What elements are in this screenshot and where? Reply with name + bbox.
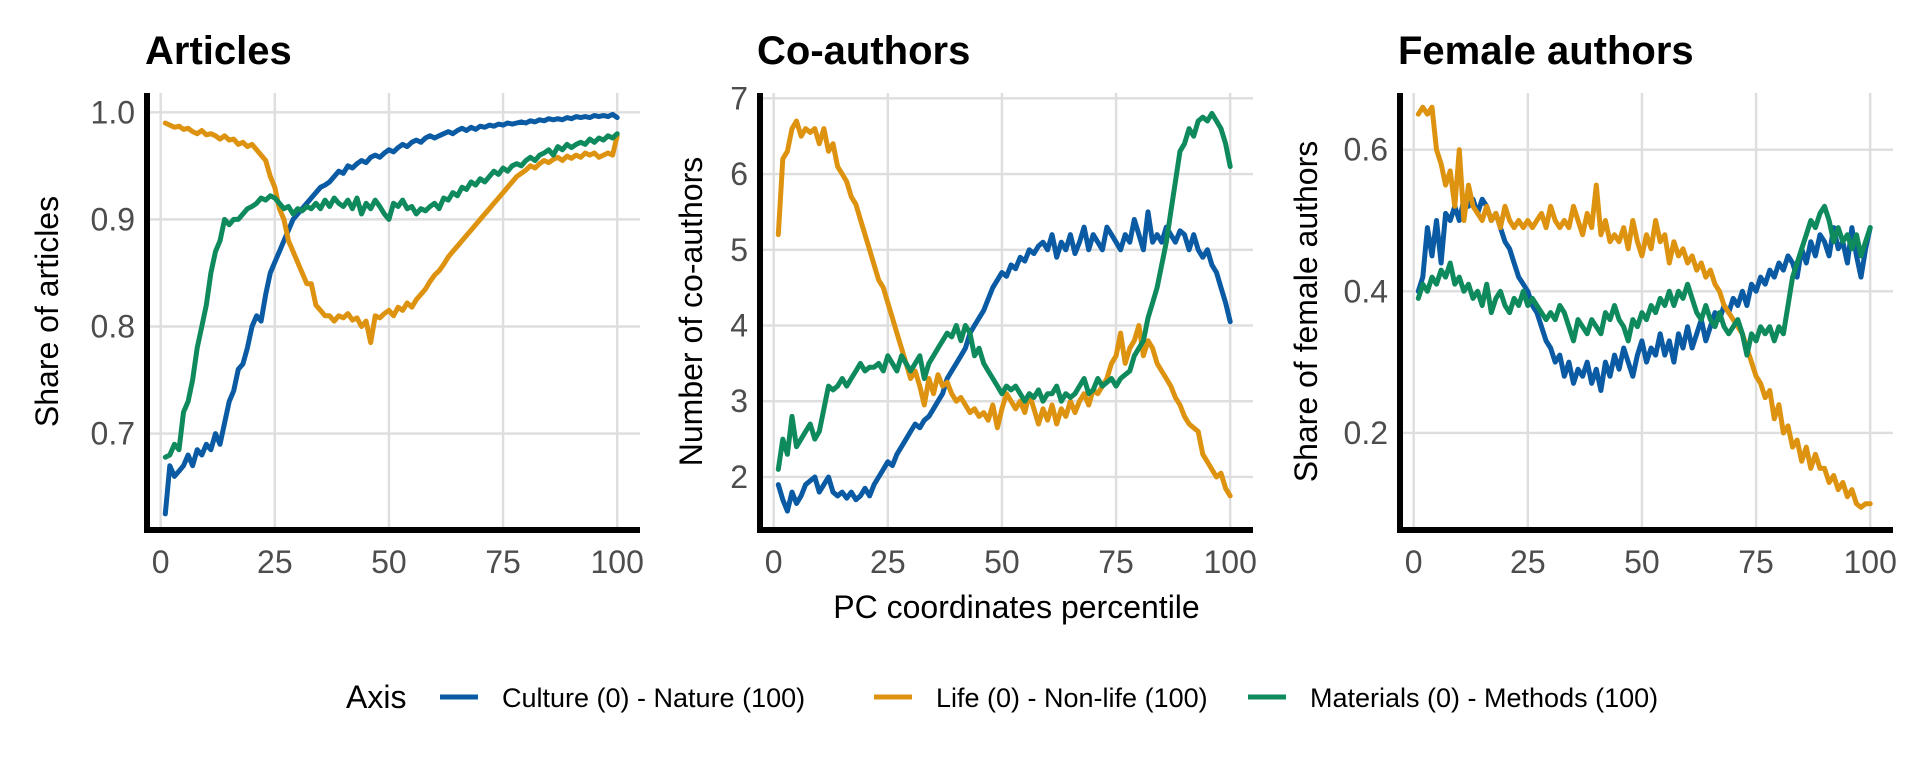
legend-label-0: Culture (0) - Nature (100) — [502, 683, 805, 713]
panel-title: Co-authors — [757, 29, 970, 73]
series-line-1 — [775, 118, 1233, 499]
x-tick-label: 25 — [257, 544, 293, 580]
y-tick-label: 0.2 — [1344, 415, 1388, 451]
y-axis-title: Number of co-authors — [673, 157, 709, 466]
y-tick-label: 1.0 — [91, 94, 135, 130]
x-tick-label: 100 — [1843, 544, 1896, 580]
series-line-2 — [775, 110, 1233, 472]
y-tick-label: 0.6 — [1344, 132, 1388, 168]
y-tick-label: 0.8 — [91, 308, 135, 344]
series-line-0 — [162, 111, 620, 517]
y-axis-title: Share of female authors — [1288, 141, 1324, 483]
y-tick-label: 6 — [730, 156, 748, 192]
x-tick-label: 100 — [590, 544, 643, 580]
y-tick-label: 0.4 — [1344, 273, 1388, 309]
legend-title: Axis — [346, 679, 406, 715]
legend-label-2: Materials (0) - Methods (100) — [1310, 683, 1658, 713]
y-tick-label: 4 — [730, 308, 748, 344]
panel-2: 0 25 50 75 100 0.2 0.4 0.6 Female authors Share o… — [1288, 29, 1897, 580]
series-line-2 — [162, 131, 620, 460]
x-tick-label: 0 — [765, 544, 783, 580]
y-tick-label: 0.7 — [91, 416, 135, 452]
legend-label-1: Life (0) - Non-life (100) — [936, 683, 1208, 713]
x-tick-label: 25 — [1510, 544, 1546, 580]
y-tick-label: 2 — [730, 459, 748, 495]
x-tick-label: 75 — [485, 544, 521, 580]
legend: Axis Culture (0) - Nature (100) Life (0) -… — [346, 679, 1658, 715]
panel-0: 0 25 50 75 100 0.7 0.8 0.9 1.0 Articles Share of a… — [29, 29, 644, 580]
x-tick-label: 75 — [1738, 544, 1774, 580]
x-tick-label: 50 — [371, 544, 407, 580]
series-line-1 — [1415, 104, 1873, 510]
y-axis-title: Share of articles — [29, 196, 65, 427]
panel-1: 0 25 50 75 100 2 3 4 5 6 7Co-authors Number of co-a… — [673, 29, 1257, 625]
x-tick-label: 0 — [152, 544, 170, 580]
y-tick-label: 7 — [730, 80, 748, 116]
y-tick-label: 5 — [730, 232, 748, 268]
x-tick-label: 50 — [984, 544, 1020, 580]
y-tick-label: 0.9 — [91, 201, 135, 237]
x-tick-label: 100 — [1203, 544, 1256, 580]
x-axis-title: PC coordinates percentile — [833, 589, 1199, 625]
panel-title: Female authors — [1398, 29, 1694, 73]
series-line-0 — [775, 209, 1233, 514]
y-tick-label: 3 — [730, 383, 748, 419]
x-tick-label: 75 — [1098, 544, 1134, 580]
x-tick-label: 50 — [1624, 544, 1660, 580]
series-line-2 — [1415, 203, 1873, 358]
panel-title: Articles — [145, 29, 292, 73]
x-tick-label: 0 — [1405, 544, 1423, 580]
series-line-1 — [162, 120, 620, 346]
x-tick-label: 25 — [870, 544, 906, 580]
